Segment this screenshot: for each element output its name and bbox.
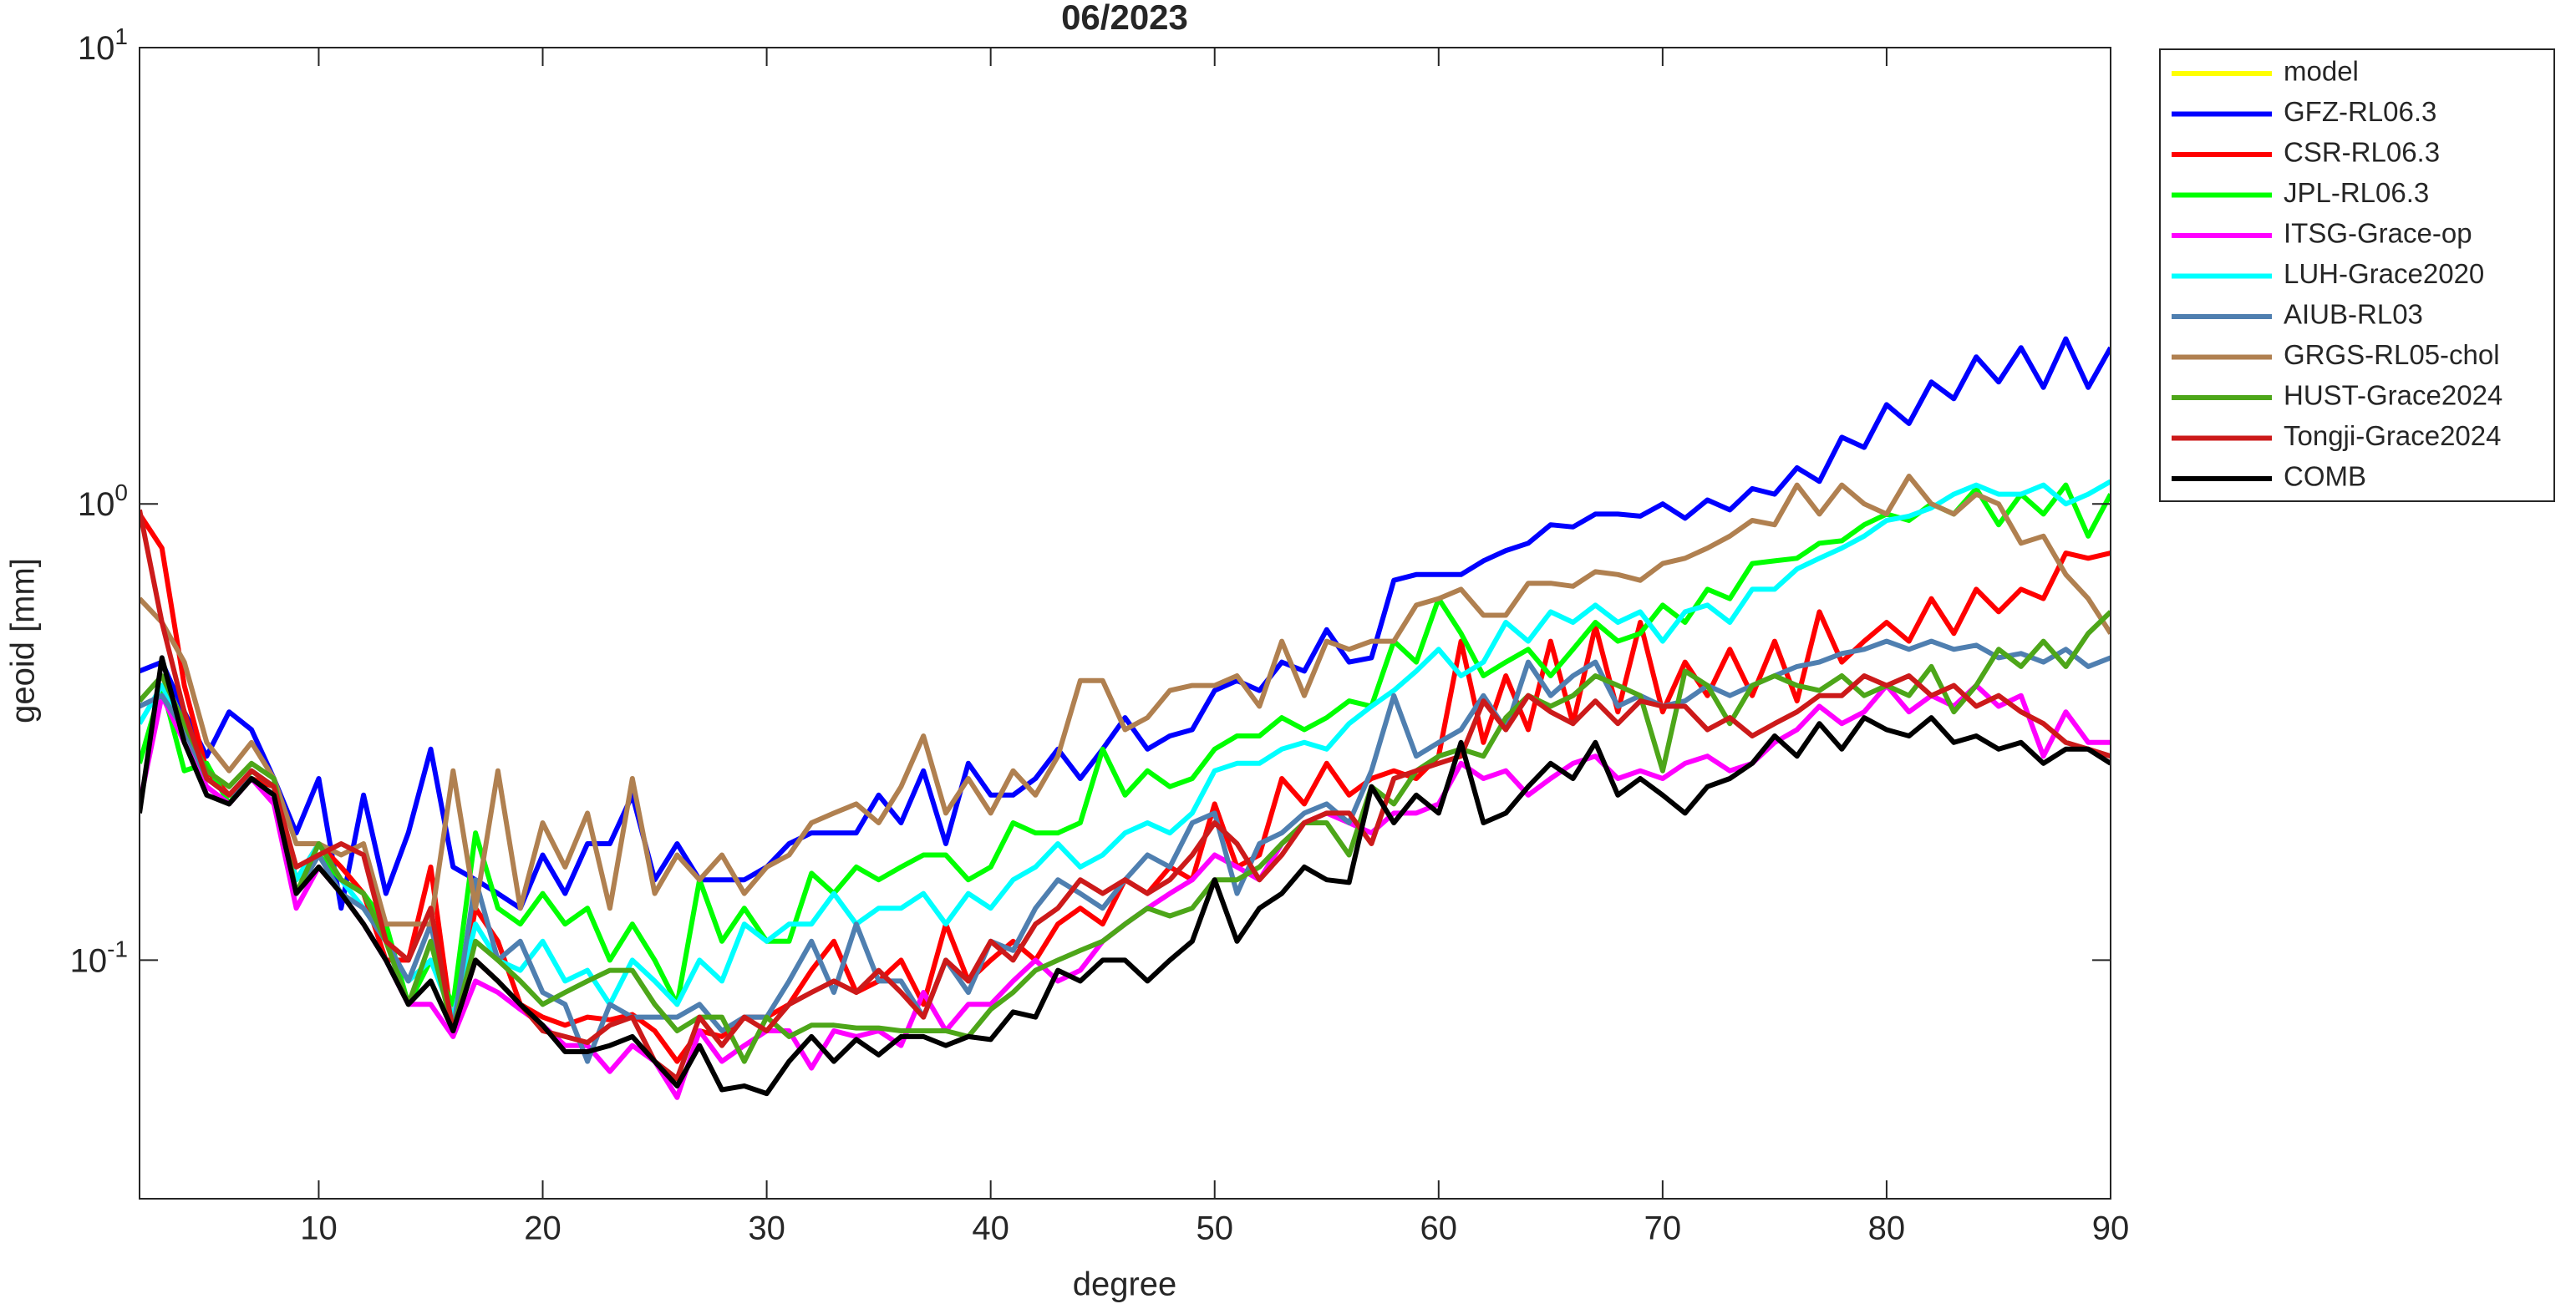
legend-label: GFZ-RL06.3 xyxy=(2284,96,2436,127)
legend-label: AIUB-RL03 xyxy=(2284,299,2423,330)
x-tick-label: 20 xyxy=(524,1210,561,1247)
series-line xyxy=(140,482,2111,1007)
legend-label: JPL-RL06.3 xyxy=(2284,177,2429,208)
x-tick-label: 30 xyxy=(748,1210,785,1247)
legend-label: COMB xyxy=(2284,461,2366,492)
series-line xyxy=(140,474,2111,927)
x-tick-label: 40 xyxy=(972,1210,1009,1247)
series-line xyxy=(140,610,2111,1064)
x-tick-label: 60 xyxy=(1420,1210,1458,1247)
y-tick-label: 101 xyxy=(78,23,128,67)
axes-box xyxy=(139,47,2111,1200)
y-axis-label: geoid [mm] xyxy=(5,558,42,723)
x-tick-label: 90 xyxy=(2092,1210,2130,1247)
y-tick-label: 10-1 xyxy=(70,936,128,979)
series-line xyxy=(140,479,2111,1020)
series-line xyxy=(140,655,2111,1097)
y-tick-label: 100 xyxy=(78,479,128,523)
x-axis-label: degree xyxy=(1073,1266,1177,1303)
x-tick-label: 50 xyxy=(1196,1210,1233,1247)
legend-label: GRGS-RL05-chol xyxy=(2284,339,2500,370)
chart-title: 06/2023 xyxy=(1061,0,1188,37)
plot-area xyxy=(140,48,2111,1199)
lines-layer xyxy=(140,336,2111,1100)
legend-label: HUST-Grace2024 xyxy=(2284,380,2502,411)
legend-label: LUH-Grace2020 xyxy=(2284,258,2484,289)
x-tick-label: 70 xyxy=(1644,1210,1682,1247)
legend-label: ITSG-Grace-op xyxy=(2284,218,2472,249)
legend-label: CSR-RL06.3 xyxy=(2284,137,2440,168)
x-tick-label: 80 xyxy=(1868,1210,1906,1247)
legend-label: model xyxy=(2284,56,2359,87)
legend-label: Tongji-Grace2024 xyxy=(2284,420,2502,451)
x-tick-label: 10 xyxy=(300,1210,338,1247)
